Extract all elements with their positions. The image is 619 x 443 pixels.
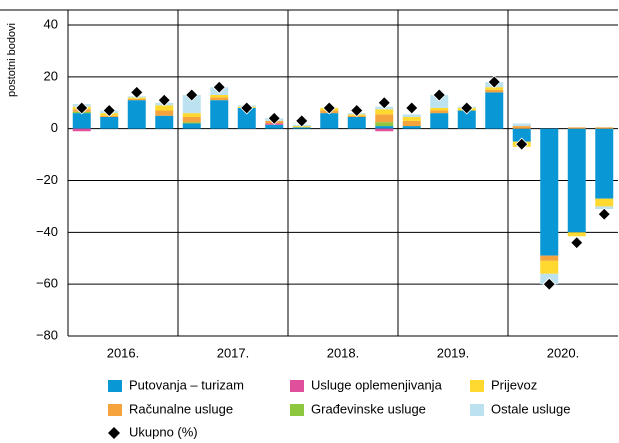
legend-label: Prijevoz <box>491 377 537 392</box>
bar-segment <box>182 122 201 124</box>
bar-segment <box>457 110 476 129</box>
bar-segment <box>72 113 91 129</box>
x-group-label: 2017. <box>217 345 250 360</box>
bar-segment <box>595 128 614 199</box>
bar-segment <box>375 114 394 123</box>
bar-segment <box>375 128 394 132</box>
legend-label: Ukupno (%) <box>129 424 198 439</box>
bar-segment <box>100 117 119 129</box>
bar-segment <box>182 113 201 118</box>
bar-segment <box>485 89 504 93</box>
y-tick-label: 0 <box>51 120 58 135</box>
bar-segment <box>375 109 394 115</box>
legend-swatch <box>290 380 304 392</box>
legend-swatch <box>108 380 122 392</box>
legend-label: Računalne usluge <box>129 401 233 416</box>
y-tick-label: −80 <box>36 327 58 342</box>
bar-segment <box>485 92 504 129</box>
total-marker <box>570 236 584 250</box>
y-tick-label: 40 <box>44 16 58 31</box>
total-marker <box>405 101 419 115</box>
total-marker <box>130 85 144 99</box>
legend-marker <box>108 427 120 439</box>
bar-segment <box>265 124 284 129</box>
bar-segment <box>512 123 531 127</box>
bar-segment <box>402 120 421 127</box>
x-group-label: 2016. <box>107 345 140 360</box>
bar-segment <box>210 94 229 98</box>
legend-swatch <box>108 404 122 416</box>
bar-segment <box>540 128 559 256</box>
total-marker <box>460 101 474 115</box>
bar-segment <box>210 100 229 129</box>
y-tick-label: −60 <box>36 276 58 291</box>
total-marker <box>157 93 171 107</box>
y-axis-label: postotni bodovi <box>6 23 18 97</box>
legend-swatch <box>290 404 304 416</box>
total-marker <box>75 101 89 115</box>
legend-label: Građevinske usluge <box>311 401 426 416</box>
x-group-label: 2020. <box>547 345 580 360</box>
legend-label: Putovanja – turizam <box>129 377 244 392</box>
bar-segment <box>540 255 559 261</box>
bar-segment <box>375 122 394 127</box>
bar-segment <box>567 128 586 233</box>
total-marker <box>542 277 556 291</box>
bar-segment <box>512 128 531 142</box>
legend-swatch <box>470 404 484 416</box>
total-marker <box>102 103 116 118</box>
bar-segment <box>375 126 394 129</box>
x-group-label: 2019. <box>437 345 470 360</box>
bar-segment <box>155 115 174 129</box>
bar-segment <box>292 127 311 129</box>
bar-segment <box>567 232 586 237</box>
bar-segment <box>430 107 449 111</box>
bar-segment <box>127 98 146 101</box>
total-marker <box>432 88 446 102</box>
bar-segment <box>155 105 174 111</box>
y-tick-label: −40 <box>36 224 58 239</box>
bar-segment <box>320 113 339 129</box>
bar-segment <box>347 117 366 129</box>
legend-swatch <box>470 380 484 392</box>
bar-segment <box>567 127 586 129</box>
total-marker <box>515 137 529 151</box>
total-marker <box>240 101 254 115</box>
bar-segment <box>540 260 559 274</box>
bar-segment <box>402 114 421 118</box>
total-marker <box>267 111 281 125</box>
total-marker <box>377 96 391 110</box>
bar-segment <box>595 127 614 129</box>
y-tick-label: −20 <box>36 172 58 187</box>
bar-segment <box>155 110 174 116</box>
total-marker <box>322 101 336 115</box>
legend-label: Ostale usluge <box>491 401 571 416</box>
bar-segment <box>237 107 256 129</box>
total-marker <box>295 114 309 128</box>
total-marker <box>597 207 611 221</box>
bar-segment <box>512 126 531 129</box>
legend-label: Usluge oplemenjivanja <box>311 377 443 392</box>
bar-segment <box>182 123 201 129</box>
bar-segment <box>72 128 91 132</box>
y-tick-label: 20 <box>44 68 58 83</box>
bar-segment <box>402 126 421 129</box>
bar-segment <box>182 94 201 114</box>
total-marker <box>350 103 364 118</box>
bar-segment <box>402 117 421 121</box>
bar-segment <box>127 100 146 129</box>
total-marker <box>487 75 501 89</box>
total-marker <box>212 80 226 94</box>
bar-segment <box>430 110 449 114</box>
bar-segment <box>430 113 449 129</box>
bar-segment <box>210 97 229 101</box>
x-group-label: 2018. <box>327 345 360 360</box>
total-marker <box>185 88 199 102</box>
bar-segment <box>182 117 201 123</box>
bar-segment <box>595 198 614 207</box>
